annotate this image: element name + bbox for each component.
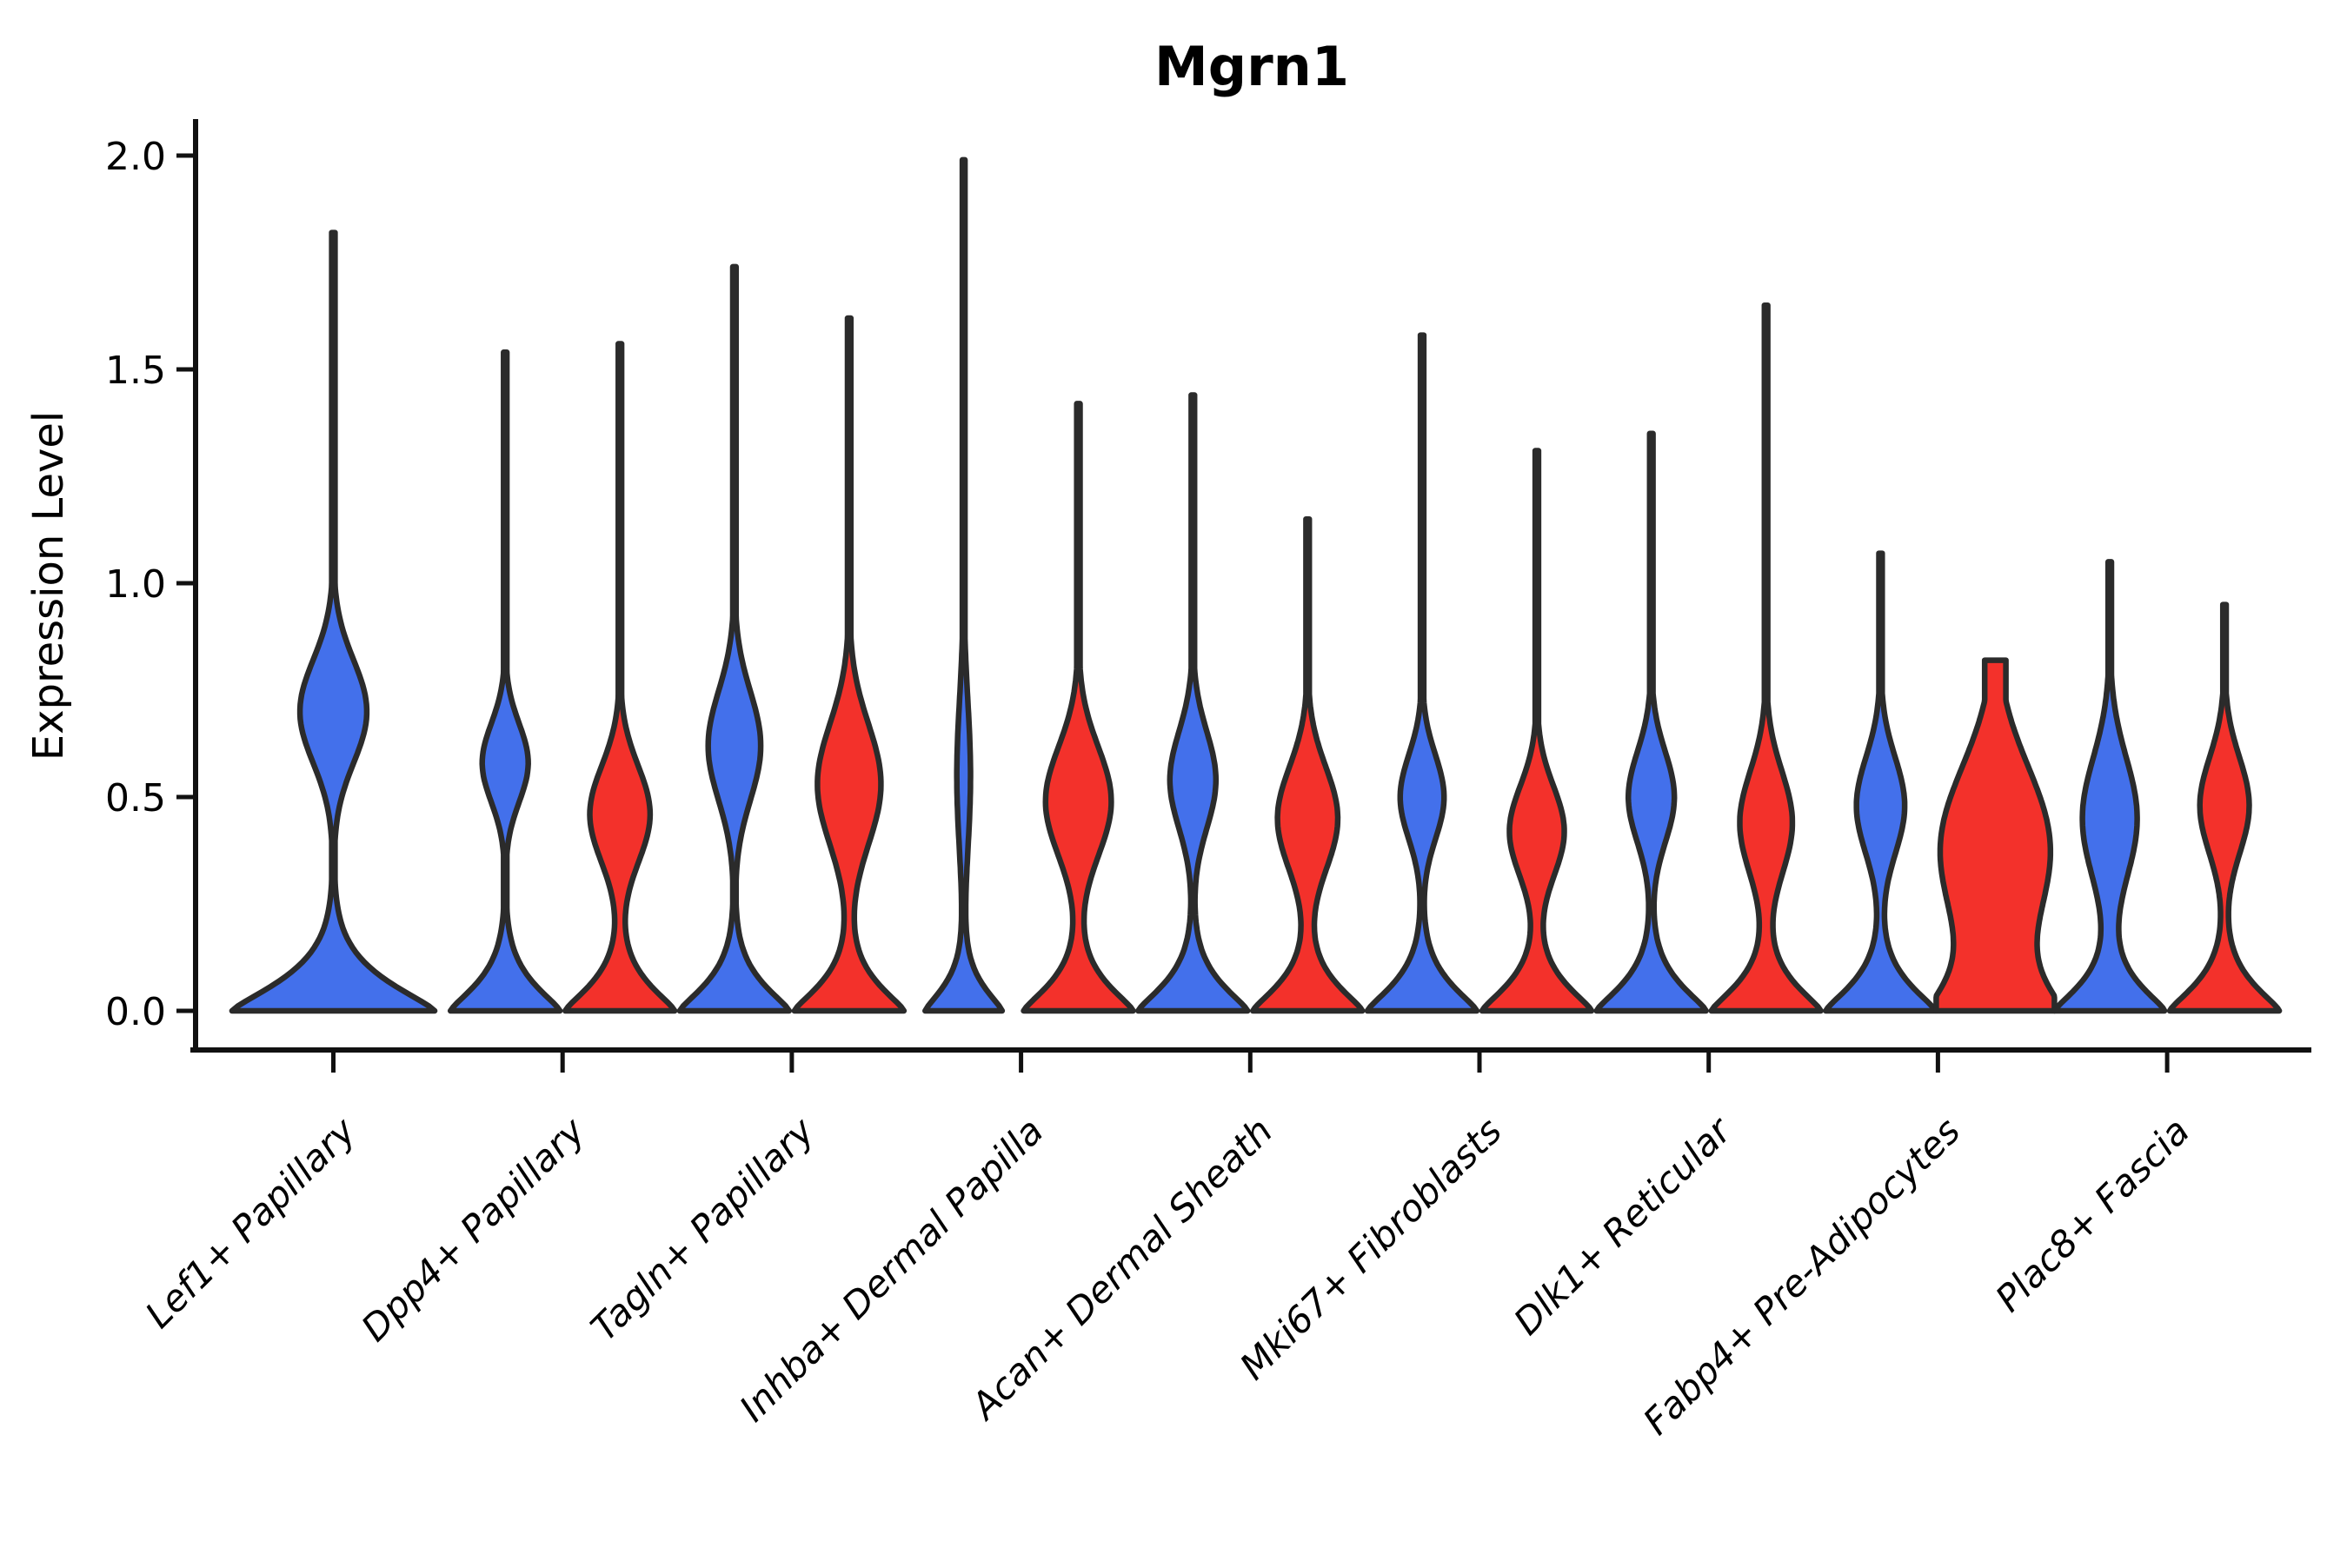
violin-mki67-fibroblasts-blue xyxy=(1364,332,1480,1014)
violin-acan-dermal-sheath-blue xyxy=(1135,392,1251,1014)
violin-dlk1-reticular-red xyxy=(1708,302,1824,1014)
y-tick-label-1.0: 1.0 xyxy=(105,562,166,607)
violin-dlk1-reticular-blue xyxy=(1593,430,1709,1014)
violin-plac8-fascia-blue xyxy=(2051,559,2168,1014)
x-tick-label-lef1-papillary: Lef1+ Papillary xyxy=(137,1109,365,1337)
x-tick-label-dlk1-reticular: Dlk1+ Reticular xyxy=(1506,1107,1741,1343)
x-tick-label-plac8-fascia: Plac8+ Fascia xyxy=(1987,1109,2197,1319)
y-ticks-group: 0.0 0.5 1.0 1.5 2.0 xyxy=(105,135,196,1034)
violin-series-group xyxy=(229,156,2283,1014)
y-tick-label-2.0: 2.0 xyxy=(105,135,166,179)
y-tick-label-0.0: 0.0 xyxy=(105,990,166,1034)
violin-tagln-papillary-red xyxy=(791,315,908,1014)
violin-fabp4-pre-adipocytes-red xyxy=(1933,657,2058,1014)
violin-lef1-papillary-blue xyxy=(229,229,438,1014)
violin-inhba-dermal-papilla-blue xyxy=(922,156,1006,1014)
y-axis-label: Expression Level xyxy=(24,411,73,761)
x-tick-label-tagln-papillary: Tagln+ Papillary xyxy=(582,1109,823,1350)
violin-dpp4-papillary-red xyxy=(562,341,678,1014)
violin-fabp4-pre-adipocytes-blue xyxy=(1823,550,1938,1014)
x-tick-label-dpp4-papillary: Dpp4+ Papillary xyxy=(353,1109,594,1350)
violin-dpp4-papillary-blue xyxy=(447,349,563,1014)
y-tick-label-0.5: 0.5 xyxy=(105,776,166,821)
violin-plac8-fascia-red xyxy=(2166,601,2283,1014)
x-tick-label-mki67-fibroblasts: Mki67+ Fibroblasts xyxy=(1232,1109,1510,1387)
violin-inhba-dermal-papilla-red xyxy=(1021,401,1136,1014)
violin-acan-dermal-sheath-red xyxy=(1250,515,1366,1014)
violin-tagln-papillary-blue xyxy=(676,263,793,1014)
chart-title: Mgrn1 xyxy=(1154,35,1349,98)
y-tick-label-1.5: 1.5 xyxy=(105,349,166,393)
violin-mki67-fibroblasts-red xyxy=(1479,448,1595,1014)
